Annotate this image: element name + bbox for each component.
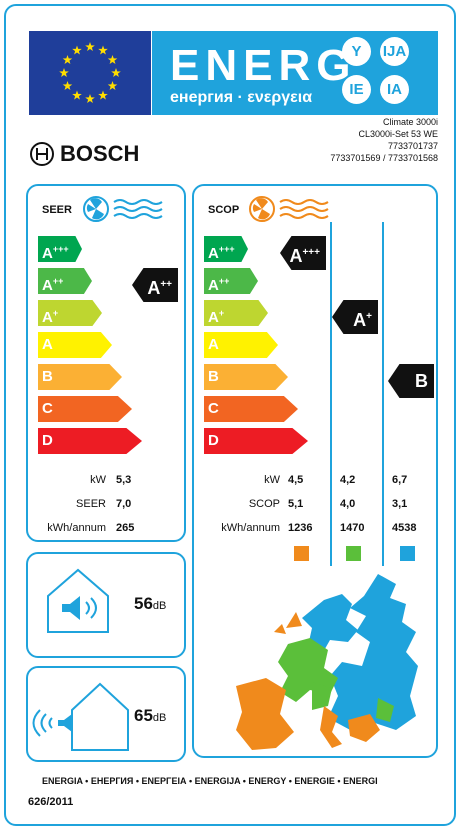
model-info: Climate 3000i CL3000i-Set 53 WE 77337017… [330,116,438,164]
lang-badge-y: Y [342,37,371,66]
warmer-kwh-value: 1236 [288,522,313,534]
average-zone-swatch [346,546,361,561]
colder-kwh-value: 4538 [392,522,417,534]
scop-title: SCOP [208,204,240,216]
seer-class-arrow: B [38,364,122,390]
scop-class-arrow: A [204,332,278,358]
scop-rating-arrow-warmer: A+++ [280,236,326,270]
seer-class-arrow: C [38,396,132,422]
scop-class-arrow: C [204,396,298,422]
scop-scop-label: SCOP [248,498,280,510]
scop-class-arrow: A+ [204,300,268,326]
scop-class-arrow: A++ [204,268,258,294]
indoor-noise-value: 56dB [134,594,166,614]
colder-kw-value: 6,7 [392,474,408,486]
seer-panel: SEER A+++ A++ A+ A B C D A++ kW 5,3 SEER 7,0 k… [26,184,186,542]
cooling-fan-icon [83,196,163,222]
bosch-logo-icon [30,142,54,166]
seer-kw-value: 5,3 [116,474,132,486]
scop-kwh-label: kWh/annum [221,522,280,534]
seer-kwh-value: 265 [116,522,135,534]
eu-star-icon [107,81,118,90]
europe-climate-zones-map [236,574,418,750]
label-frame [4,4,456,826]
eu-star-icon [62,81,73,90]
energy-banner: ENERG енергия · ενεργεια Y IJA IE IA [152,31,438,115]
seer-title: SEER [42,204,72,216]
model-line: 7733701737 [387,141,438,151]
scop-rating-arrow-colder: B [388,364,434,398]
indoor-noise-panel: 56dB [26,552,186,658]
model-line: 7733701569 / 7733701568 [330,153,438,163]
seer-class-arrow: A+ [38,300,102,326]
seer-kwh-label: kWh/annum [47,522,106,534]
heating-fan-icon [249,196,329,222]
scop-kw-label: kW [264,474,280,486]
colder-zone-swatch [400,546,415,561]
seer-seer-label: SEER [76,498,106,510]
column-divider [330,222,332,566]
outdoor-unit-house-icon [32,682,129,751]
scop-panel: SCOP A+++ A++ A+ A B C D A+++ A+ B kW SCOP kWh… [192,184,438,758]
scop-class-arrow: D [204,428,308,454]
seer-kw-label: kW [90,474,106,486]
eu-flag [29,31,151,115]
scop-rating-arrow-average: A+ [332,300,378,334]
indoor-noise-number: 56 [134,594,153,613]
eu-star-icon [98,90,108,100]
eu-star-icon [98,45,108,55]
outdoor-noise-number: 65 [134,706,153,725]
eu-star-icon [85,42,95,51]
indoor-unit-house-icon [47,568,109,633]
energia-languages-line: ENERGIA • ЕНЕРГИЯ • ΕΝΕΡΓΕΙΑ • ENERGIJA … [42,776,378,786]
column-divider [382,222,384,566]
eu-star-icon [72,90,82,100]
seer-class-arrow: A [38,332,112,358]
eu-star-icon [59,68,69,77]
seer-class-arrow: A+++ [38,236,82,262]
energy-subtitle: енергия · ενεργεια [170,89,313,106]
seer-seer-value: 7,0 [116,498,132,510]
average-kwh-value: 1470 [340,522,365,534]
average-kw-value: 4,2 [340,474,356,486]
scop-class-arrow: A+++ [204,236,248,262]
lang-badge-ija: IJA [380,37,409,66]
lang-badge-ie: IE [342,75,371,104]
model-line: Climate 3000i [382,117,438,127]
warmer-scop-value: 5,1 [288,498,304,510]
colder-scop-value: 3,1 [392,498,408,510]
brand-name: BOSCH [60,141,140,166]
outdoor-noise-panel: 65dB [26,666,186,762]
energy-title: ENERG [170,41,357,90]
eu-star-icon [111,68,121,77]
seer-rating-arrow: A++ [132,268,178,302]
model-line: CL3000i-Set 53 WE [358,129,438,139]
indoor-noise-unit: dB [152,600,167,612]
outdoor-noise-value: 65dB [134,706,166,726]
average-scop-value: 4,0 [340,498,356,510]
warmer-kw-value: 4,5 [288,474,304,486]
scop-class-arrow: B [204,364,288,390]
warmer-zone-swatch [294,546,309,561]
eu-star-icon [85,94,95,103]
lang-badge-ia: IA [380,75,409,104]
eu-star-icon [72,45,82,55]
eu-star-icon [107,55,118,64]
regulation-number: 626/2011 [28,796,74,808]
seer-class-arrow: D [38,428,142,454]
seer-class-arrow: A++ [38,268,92,294]
eu-star-icon [62,55,73,64]
outdoor-noise-unit: dB [152,712,167,724]
